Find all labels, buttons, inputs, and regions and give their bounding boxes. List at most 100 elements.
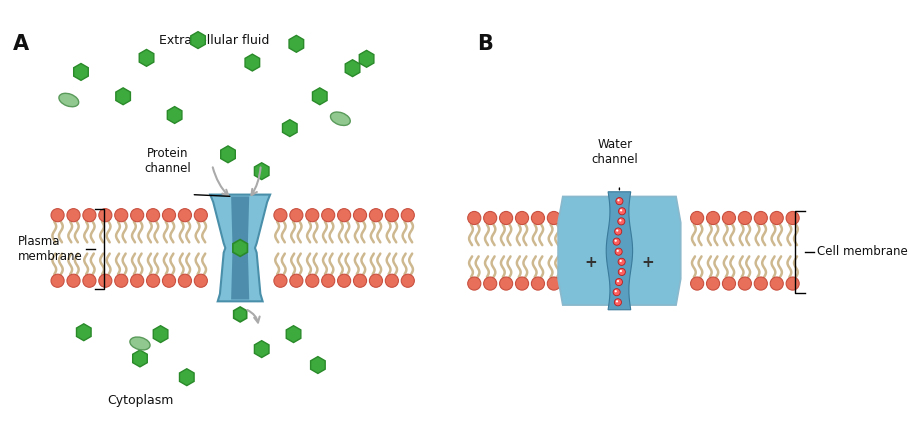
- Circle shape: [305, 209, 319, 222]
- Circle shape: [386, 274, 399, 287]
- Circle shape: [369, 274, 382, 287]
- Polygon shape: [558, 197, 619, 305]
- Circle shape: [531, 211, 545, 225]
- Circle shape: [146, 209, 160, 222]
- Text: A: A: [13, 34, 28, 54]
- Circle shape: [114, 209, 128, 222]
- Circle shape: [614, 239, 617, 242]
- Circle shape: [322, 209, 335, 222]
- Polygon shape: [77, 324, 91, 341]
- Circle shape: [500, 277, 513, 290]
- Circle shape: [354, 274, 367, 287]
- Polygon shape: [254, 341, 269, 358]
- Circle shape: [146, 274, 160, 287]
- Circle shape: [619, 208, 625, 215]
- Circle shape: [337, 209, 351, 222]
- Circle shape: [617, 250, 619, 252]
- Text: Cytoplasm: Cytoplasm: [107, 394, 173, 407]
- Ellipse shape: [58, 93, 79, 107]
- Circle shape: [614, 228, 622, 235]
- Circle shape: [691, 211, 704, 225]
- Circle shape: [614, 299, 622, 306]
- Circle shape: [613, 238, 621, 245]
- Circle shape: [83, 274, 96, 287]
- Text: +: +: [642, 255, 654, 269]
- Polygon shape: [234, 307, 247, 322]
- Circle shape: [500, 211, 513, 225]
- Circle shape: [354, 209, 367, 222]
- Circle shape: [615, 279, 622, 286]
- Circle shape: [515, 277, 528, 290]
- Circle shape: [163, 209, 175, 222]
- Circle shape: [786, 211, 799, 225]
- Circle shape: [707, 211, 719, 225]
- Text: Water
channel: Water channel: [591, 138, 638, 166]
- Polygon shape: [289, 35, 303, 52]
- Polygon shape: [286, 326, 301, 343]
- Text: Cell membrane: Cell membrane: [817, 245, 908, 258]
- Polygon shape: [233, 239, 248, 256]
- Circle shape: [51, 209, 64, 222]
- Circle shape: [163, 274, 175, 287]
- Circle shape: [613, 289, 621, 296]
- Circle shape: [739, 277, 751, 290]
- Polygon shape: [231, 197, 250, 300]
- Circle shape: [468, 211, 481, 225]
- Polygon shape: [254, 163, 269, 180]
- Circle shape: [618, 269, 625, 276]
- Circle shape: [67, 209, 80, 222]
- Circle shape: [616, 198, 623, 205]
- Polygon shape: [313, 88, 327, 105]
- Polygon shape: [606, 192, 632, 310]
- Polygon shape: [282, 119, 297, 136]
- Circle shape: [771, 277, 783, 290]
- Circle shape: [67, 274, 80, 287]
- Circle shape: [754, 277, 768, 290]
- Ellipse shape: [130, 337, 150, 350]
- Circle shape: [786, 277, 799, 290]
- Circle shape: [484, 211, 496, 225]
- Circle shape: [401, 209, 414, 222]
- Polygon shape: [154, 326, 168, 343]
- Circle shape: [691, 277, 704, 290]
- Circle shape: [618, 258, 625, 266]
- Circle shape: [178, 209, 191, 222]
- Polygon shape: [139, 49, 154, 66]
- Text: Protein
channel: Protein channel: [144, 147, 191, 175]
- Circle shape: [617, 280, 619, 282]
- Circle shape: [707, 277, 719, 290]
- Circle shape: [195, 209, 207, 222]
- Circle shape: [290, 209, 303, 222]
- Polygon shape: [116, 88, 131, 105]
- Polygon shape: [167, 106, 182, 123]
- Polygon shape: [133, 350, 147, 367]
- Text: Plasma
membrane: Plasma membrane: [18, 235, 83, 263]
- Polygon shape: [220, 146, 235, 163]
- Circle shape: [131, 209, 143, 222]
- Polygon shape: [210, 194, 271, 301]
- Circle shape: [616, 300, 618, 303]
- Circle shape: [484, 277, 496, 290]
- Circle shape: [290, 274, 303, 287]
- Circle shape: [274, 274, 287, 287]
- Polygon shape: [311, 357, 325, 374]
- Circle shape: [739, 211, 751, 225]
- Text: Extracellular fluid: Extracellular fluid: [159, 34, 269, 48]
- Circle shape: [114, 274, 128, 287]
- Circle shape: [369, 209, 382, 222]
- Polygon shape: [191, 32, 206, 48]
- Circle shape: [195, 274, 207, 287]
- Polygon shape: [620, 197, 681, 305]
- Circle shape: [51, 274, 64, 287]
- Circle shape: [131, 274, 143, 287]
- Text: +: +: [585, 255, 598, 269]
- Circle shape: [99, 274, 112, 287]
- Circle shape: [618, 218, 625, 225]
- Polygon shape: [179, 369, 194, 385]
- Polygon shape: [345, 60, 360, 77]
- Circle shape: [771, 211, 783, 225]
- Circle shape: [99, 209, 112, 222]
- Polygon shape: [245, 54, 260, 71]
- Circle shape: [515, 211, 528, 225]
- Ellipse shape: [331, 112, 350, 126]
